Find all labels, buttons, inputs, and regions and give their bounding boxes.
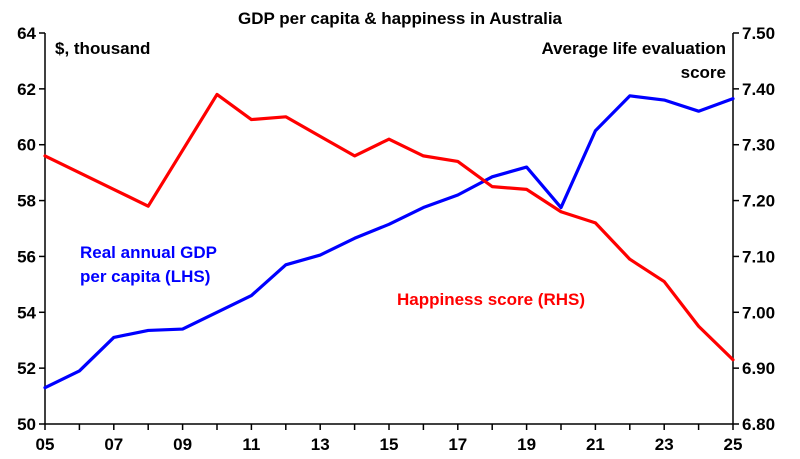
x-tick-label: 15 [380,435,399,454]
left-tick-label: 54 [17,303,36,322]
right-tick-label: 7.30 [742,136,775,155]
gdp-series-label-line2: per capita (LHS) [80,267,210,286]
x-tick-label: 13 [311,435,330,454]
x-tick-label: 09 [173,435,192,454]
happiness-series-label: Happiness score (RHS) [397,290,585,309]
chart-title: GDP per capita & happiness in Australia [238,9,563,28]
right-tick-label: 6.90 [742,359,775,378]
gdp-per-capita-line [43,94,735,390]
right-tick-label: 7.10 [742,247,775,266]
left-tick-label: 60 [17,136,36,155]
x-axis-ticks: 05 07 09 11 13 15 17 19 21 23 25 [36,424,743,454]
gdp-series-label-line1: Real annual GDP [80,243,217,262]
x-tick-label: 21 [586,435,605,454]
x-tick-label: 25 [724,435,743,454]
left-tick-label: 64 [17,24,36,43]
right-tick-label: 7.50 [742,24,775,43]
left-axis-ticks: 50 52 54 56 58 60 62 64 [17,24,45,434]
left-tick-label: 58 [17,192,36,211]
x-tick-label: 05 [36,435,55,454]
x-tick-label: 07 [104,435,123,454]
left-tick-label: 52 [17,359,36,378]
x-tick-label: 17 [448,435,467,454]
right-axis-unit-label-line1: Average life evaluation [541,39,726,58]
left-tick-label: 62 [17,80,36,99]
right-tick-label: 6.80 [742,415,775,434]
right-tick-label: 7.20 [742,192,775,211]
x-tick-label: 11 [242,435,260,454]
happiness-score-line [43,92,735,362]
right-axis-unit-label-line2: score [681,63,726,82]
series-lines [43,92,735,390]
x-tick-label: 23 [655,435,674,454]
left-tick-label: 56 [17,247,36,266]
right-axis-ticks: 6.80 6.90 7.00 7.10 7.20 7.30 7.40 7.50 [733,24,775,434]
right-tick-label: 7.00 [742,303,775,322]
right-tick-label: 7.40 [742,80,775,99]
x-tick-label: 19 [517,435,536,454]
left-tick-label: 50 [17,415,36,434]
left-axis-unit-label: $, thousand [55,39,150,58]
